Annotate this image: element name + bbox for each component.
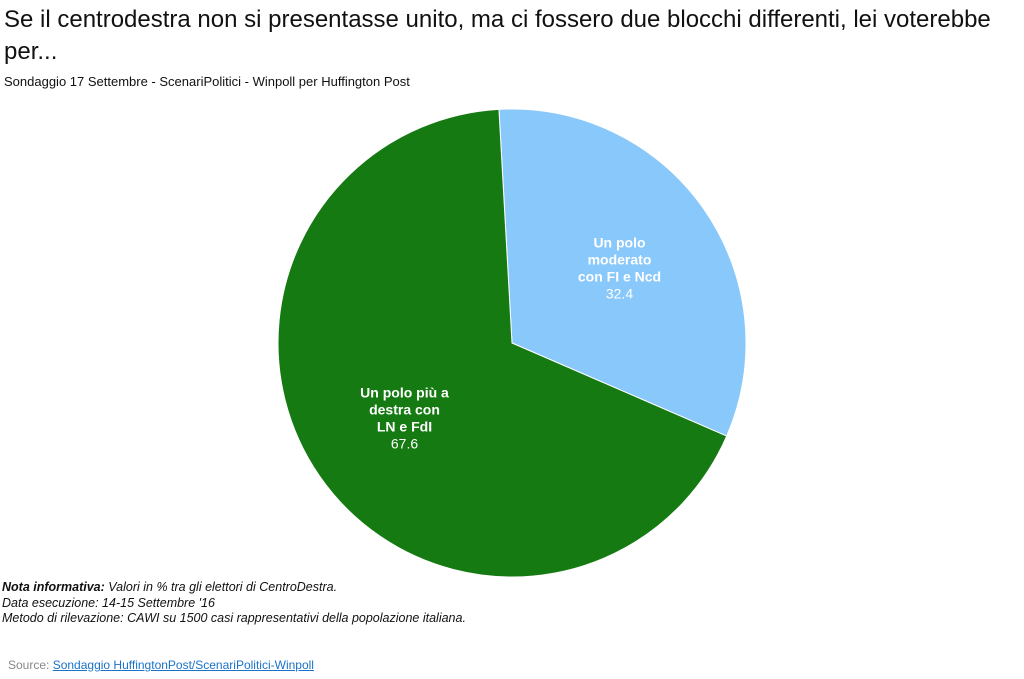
notes-block: Nota informativa: Valori in % tra gli el… [2,580,466,627]
note-label: Nota informativa: [2,580,105,594]
chart-subtitle: Sondaggio 17 Settembre - ScenariPolitici… [4,74,410,89]
note-line-3: Metodo di rilevazione: CAWI su 1500 casi… [2,611,466,625]
chart-title: Se il centrodestra non si presentasse un… [4,6,991,65]
note-line-1: Nota informativa: Valori in % tra gli el… [2,580,466,596]
slice-label-1-line-2: LN e FdI [377,418,432,434]
slice-label-0-line-2: con FI e Ncd [578,269,661,285]
pie-slice-0 [498,108,747,437]
slice-value-label-0: 32.4 [606,286,633,302]
source-link[interactable]: Sondaggio HuffingtonPost/ScenariPolitici… [52,658,314,672]
source-prefix: Source: [8,658,53,672]
slice-label-1-line-1: destra con [369,401,440,417]
slice-value-label-1: 67.6 [391,435,418,451]
pie-slice-1 [277,108,728,578]
slice-label-1-line-0: Un polo più a [360,384,449,400]
slice-label-0-line-0: Un polo [593,235,645,251]
slice-label-0-line-1: moderato [588,252,652,268]
source-line: Source: Sondaggio HuffingtonPost/Scenari… [8,658,314,672]
note-line-2: Data esecuzione: 14-15 Settembre '16 [2,595,215,610]
note-text: Valori in % tra gli elettori di CentroDe… [104,580,338,594]
